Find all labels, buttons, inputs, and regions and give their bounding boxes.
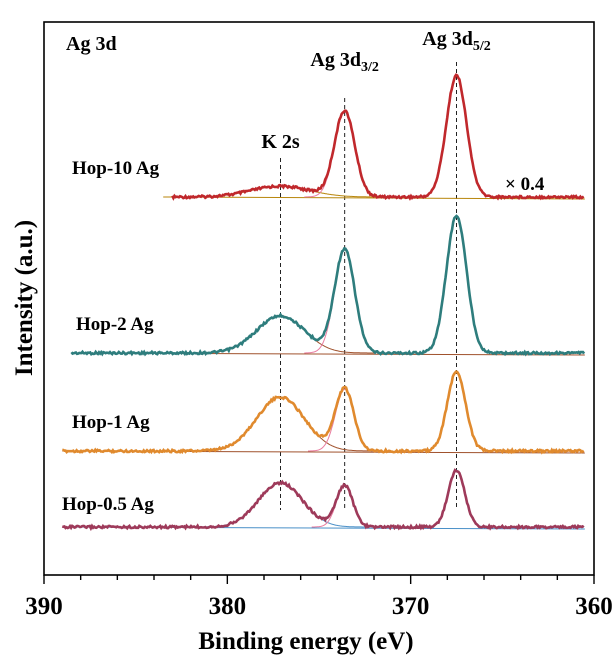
- series-label: Hop-0.5 Ag: [62, 494, 154, 515]
- peak-label: K 2s: [261, 131, 300, 153]
- spectrum-line: [61, 468, 585, 532]
- series-hop-0-5-ag: Hop-0.5 Ag: [61, 468, 585, 532]
- x-tick-label: 380: [209, 593, 247, 620]
- x-tick-label: 360: [575, 593, 612, 620]
- series-label: Hop-1 Ag: [72, 412, 150, 433]
- series-layer: Hop-10 Ag Hop-2 Ag Hop-1 Ag Hop-0.5 Ag: [61, 73, 586, 532]
- x-tick-label: 390: [25, 593, 63, 620]
- scale-factor-label: × 0.4: [505, 174, 545, 195]
- series-label: Hop-2 Ag: [76, 314, 154, 335]
- spectrum-line: [70, 214, 586, 357]
- peak-label: Ag 3d3/2: [310, 49, 378, 75]
- series-hop-2-ag: Hop-2 Ag: [70, 214, 586, 357]
- x-tick-label: 370: [392, 593, 430, 620]
- x-axis: 390 380 370 360: [25, 575, 612, 620]
- fit-component: [419, 371, 493, 452]
- series-label: Hop-10 Ag: [72, 158, 160, 179]
- spectrum-line: [62, 370, 585, 455]
- y-axis-label: Intensity (a.u.): [11, 220, 38, 376]
- reference-lines: [280, 62, 457, 510]
- peak-label: Ag 3d5/2: [422, 28, 490, 54]
- x-axis-label: Binding energy (eV): [198, 628, 413, 655]
- peak-labels: K 2s Ag 3d3/2 Ag 3d5/2: [261, 28, 490, 153]
- spectrum-line: [171, 73, 585, 201]
- fit-component: [416, 215, 496, 354]
- plot-frame: [43, 21, 595, 576]
- chart-title: Ag 3d: [66, 33, 117, 55]
- series-hop-10-ag: Hop-10 Ag: [72, 73, 585, 201]
- series-hop-1-ag: Hop-1 Ag: [62, 370, 585, 455]
